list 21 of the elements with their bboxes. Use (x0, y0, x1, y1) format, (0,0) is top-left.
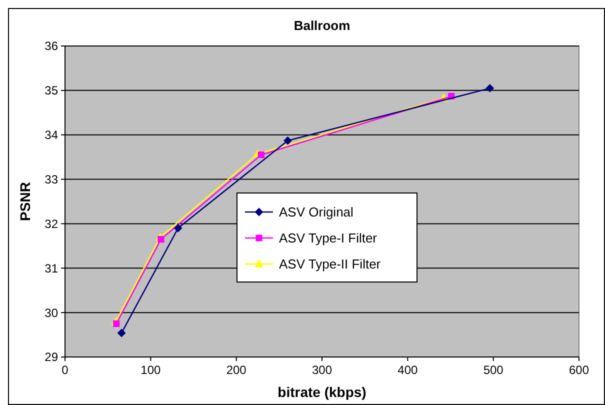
y-tick-label: 31 (44, 261, 58, 276)
y-tick-label: 34 (44, 128, 58, 142)
legend-label: ASV Original (279, 204, 354, 220)
y-tick-label: 29 (44, 350, 58, 364)
legend-label: ASV Type-II Filter (279, 256, 382, 272)
chart-title: Ballroom (294, 18, 350, 33)
y-tick-label: 30 (44, 306, 58, 320)
y-tick-label: 36 (44, 39, 58, 54)
x-tick-label: 300 (312, 363, 332, 377)
x-tick-label: 400 (398, 363, 418, 377)
x-tick-label: 500 (483, 363, 504, 377)
legend-label: ASV Type-I Filter (279, 230, 378, 246)
x-tick-label: 600 (568, 363, 590, 377)
x-tick-label: 0 (62, 363, 69, 377)
y-tick-label: 33 (44, 172, 58, 186)
x-tick-label: 200 (226, 363, 247, 377)
y-tick-label: 35 (44, 84, 58, 98)
y-axis-title: PSNR (17, 182, 33, 221)
y-tick-label: 32 (44, 216, 58, 231)
x-axis-title: bitrate (kbps) (278, 384, 366, 400)
x-tick-label: 100 (140, 363, 161, 377)
